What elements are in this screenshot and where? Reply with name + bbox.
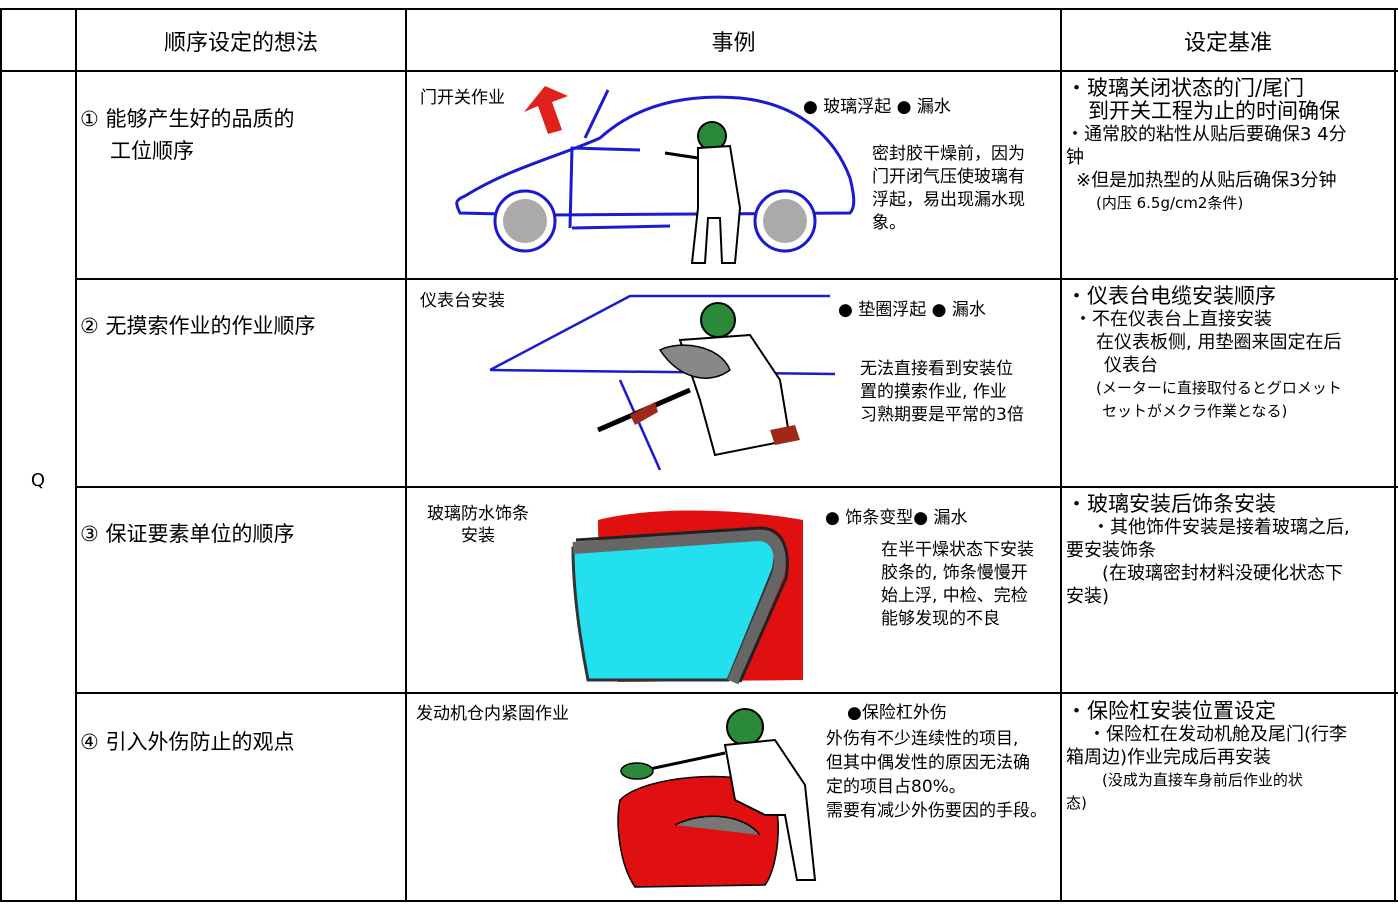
row1-std-line: ・玻璃关闭状态的门/尾门: [1066, 76, 1305, 100]
row4-std-line: ・保险杠安装位置设定: [1066, 699, 1276, 723]
row4-idea: ④ 引入外伤防止的观点: [80, 726, 400, 758]
row3-example-title-line: 玻璃防水饰条: [427, 504, 529, 524]
row4-std-line: 箱周边)作业完成后再安装: [1066, 747, 1272, 768]
header-standard: 设定基准: [1183, 31, 1272, 56]
row1-idea-line: 工位顺序: [110, 139, 194, 163]
row3-note-line: 始上浮, 中检、完检: [881, 586, 1028, 606]
row4-note-line: 外伤有不少连续性的项目,: [826, 729, 1019, 749]
row1-std-line: ・通常胶的粘性从贴后要确保3 4分: [1066, 124, 1347, 145]
row4-standard: ・保险杠安装位置设定 ・保险杠在发动机舱及尾门(行李 箱周边)作业完成后再安装 …: [1066, 700, 1394, 815]
row1-std-line: 钟: [1066, 147, 1084, 168]
row1-note-line: 象。: [872, 213, 906, 233]
row4-note-line: 但其中偶发性的原因无法确: [826, 753, 1030, 773]
row4-std-line: (没成为直接车身前后作业的状: [1102, 771, 1303, 789]
row4-note-line: 定的项目占80%。: [826, 777, 966, 797]
row1-std-line: (内压 6.5g/cm2条件): [1096, 194, 1244, 212]
row3-example-title-line: 安装: [461, 526, 495, 546]
row2-idea-line: ② 无摸索作业的作业顺序: [80, 314, 316, 338]
row2-std-line: ・不在仪表台上直接安装: [1074, 309, 1272, 330]
row2-bullets: ● 垫圈浮起 ● 漏水: [838, 300, 986, 320]
row3-note-line: 在半干燥状态下安装: [881, 540, 1034, 560]
row1-note-line: 浮起，易出现漏水现: [872, 190, 1025, 210]
header-example: 事例: [711, 31, 756, 56]
row3-idea-line: ③ 保证要素单位的顺序: [80, 522, 295, 546]
row1-idea-line: ① 能够产生好的品质的: [80, 107, 295, 131]
glass-molding-illustration: [571, 510, 803, 685]
row3-bullets: ● 饰条变型● 漏水: [825, 508, 968, 528]
header-idea: 顺序设定的想法: [163, 31, 318, 56]
row2-idea: ② 无摸索作业的作业顺序: [80, 310, 400, 342]
row4-idea-line: ④ 引入外伤防止的观点: [80, 730, 295, 754]
row1-note-line: 密封胶干燥前，因为: [872, 144, 1025, 164]
row1-standard: ・玻璃关闭状态的门/尾门 到开关工程为止的时间确保 ・通常胶的粘性从贴后要确保3…: [1066, 77, 1394, 215]
row2-std-line: 在仪表板侧, 用垫圈来固定在后: [1096, 332, 1342, 353]
row3-note-line: 胶条的, 饰条慢慢开: [881, 563, 1028, 583]
row2-note-line: 习熟期要是平常的3倍: [860, 405, 1024, 425]
bumper-worker-illustration: [617, 708, 817, 888]
row3-note-line: 能够发现的不良: [881, 609, 1000, 629]
row3-std-line: ・玻璃安装后饰条安装: [1066, 492, 1276, 516]
row1-example-title: 门开关作业: [420, 88, 505, 108]
row4-std-line: 态): [1066, 794, 1087, 812]
row1-std-line: 到开关工程为止的时间确保: [1088, 99, 1340, 123]
row2-standard: ・仪表台电缆安装顺序 ・不在仪表台上直接安装 在仪表板侧, 用垫圈来固定在后 仪…: [1066, 285, 1394, 423]
row3-std-line: ・其他饰件安装是接着玻璃之后,: [1092, 517, 1350, 538]
dashboard-illustration: [489, 294, 836, 471]
row2-note: 无法直接看到安装位 置的摸索作业, 作业 习熟期要是平常的3倍: [860, 358, 1024, 427]
row2-std-line: ・仪表台电缆安装顺序: [1066, 284, 1276, 308]
row2-std-line: 仪表台: [1104, 355, 1158, 376]
row2-std-line: セットがメクラ作業となる): [1102, 402, 1288, 420]
row2-note-line: 无法直接看到安装位: [860, 359, 1013, 379]
row4-note: 外伤有不少连续性的项目, 但其中偶发性的原因无法确 定的项目占80%。 需要有减…: [826, 727, 1047, 823]
row1-std-line: ※但是加热型的从贴后确保3分钟: [1076, 170, 1337, 191]
row2-note-line: 置的摸索作业, 作业: [860, 382, 1007, 402]
row3-example-title: 玻璃防水饰条 安装: [418, 503, 538, 547]
row1-note: 密封胶干燥前，因为 门开闭气压使玻璃有 浮起，易出现漏水现 象。: [872, 143, 1025, 235]
row3-standard: ・玻璃安装后饰条安装 ・其他饰件安装是接着玻璃之后, 要安装饰条 (在玻璃密封材…: [1066, 493, 1394, 608]
row-group-label: Q: [30, 470, 46, 491]
row1-bullets: ● 玻璃浮起 ● 漏水: [803, 97, 951, 117]
row4-note-line: 需要有减少外伤要因的手段。: [826, 801, 1047, 821]
row1-note-line: 门开闭气压使玻璃有: [872, 167, 1025, 187]
row3-std-line: (在玻璃密封材料没硬化状态下: [1102, 563, 1344, 584]
row3-std-line: 要安装饰条: [1066, 540, 1156, 561]
row3-std-line: 安装): [1066, 586, 1110, 607]
row4-std-line: ・保险杠在发动机舱及尾门(行李: [1088, 724, 1348, 745]
row4-example-title: 发动机仓内紧固作业: [416, 704, 569, 724]
row4-bullets: ●保险杠外伤: [847, 703, 947, 723]
row3-note: 在半干燥状态下安装 胶条的, 饰条慢慢开 始上浮, 中检、完检 能够发现的不良: [881, 539, 1034, 631]
row3-idea: ③ 保证要素单位的顺序: [80, 518, 400, 550]
car-door-illustration: [455, 86, 856, 264]
row1-idea: ① 能够产生好的品质的 工位顺序: [80, 103, 400, 167]
row2-std-line: (メーターに直接取付るとグロメット: [1096, 379, 1342, 397]
row2-example-title: 仪表台安装: [420, 291, 505, 311]
